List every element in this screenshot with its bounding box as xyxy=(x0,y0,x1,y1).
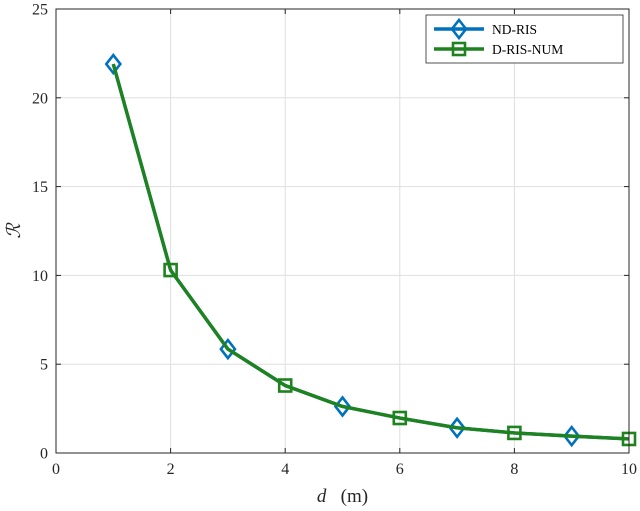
x-tick-label: 4 xyxy=(281,461,289,478)
legend-marker-diamond xyxy=(450,17,468,41)
x-axis-label: d (m) xyxy=(317,486,368,507)
data-point-square xyxy=(163,262,178,278)
y-axis-label: ℛ xyxy=(4,222,25,239)
data-point-square xyxy=(392,410,408,426)
legend-label: D-RIS-NUM xyxy=(492,42,563,57)
series-group xyxy=(104,52,637,448)
data-point-diamond xyxy=(563,425,581,448)
series-line xyxy=(111,63,630,441)
legend: ND-RIS D-RIS-NUM xyxy=(425,14,624,64)
series-nd-ris xyxy=(104,52,630,448)
x-tick-label: 0 xyxy=(52,461,60,478)
data-point-diamond xyxy=(104,52,122,76)
axis-ticks: 0 2 4 6 8 10 0 5 10 15 20 25 xyxy=(32,2,637,479)
y-tick-label: 0 xyxy=(40,446,48,463)
x-tick-label: 10 xyxy=(621,461,637,478)
y-tick-label: 20 xyxy=(32,90,48,107)
data-point-diamond xyxy=(448,416,466,439)
grid xyxy=(56,9,629,453)
x-tick-label: 8 xyxy=(510,461,518,478)
x-axis-label-variable: d xyxy=(317,486,327,507)
legend-entry: D-RIS-NUM xyxy=(434,41,563,57)
legend-marker-square xyxy=(451,41,467,57)
legend-label: ND-RIS xyxy=(492,22,537,37)
plot-frame xyxy=(55,8,630,454)
legend-entry: ND-RIS xyxy=(434,17,537,41)
x-axis-label-space xyxy=(331,486,336,507)
x-axis-label-unit: (m) xyxy=(341,486,368,507)
data-point-square xyxy=(507,425,522,441)
x-tick-label: 2 xyxy=(167,461,175,478)
y-tick-label: 15 xyxy=(32,179,48,196)
x-tick-label: 6 xyxy=(396,461,404,478)
data-point-diamond xyxy=(219,337,237,361)
series-d-ris-num xyxy=(111,63,637,447)
y-tick-label: 25 xyxy=(32,2,48,19)
y-tick-label: 10 xyxy=(32,268,48,285)
series-line xyxy=(111,63,630,441)
axis-labels: d (m) ℛ xyxy=(4,222,368,507)
data-point-square xyxy=(277,378,293,393)
y-tick-label: 5 xyxy=(40,357,48,374)
